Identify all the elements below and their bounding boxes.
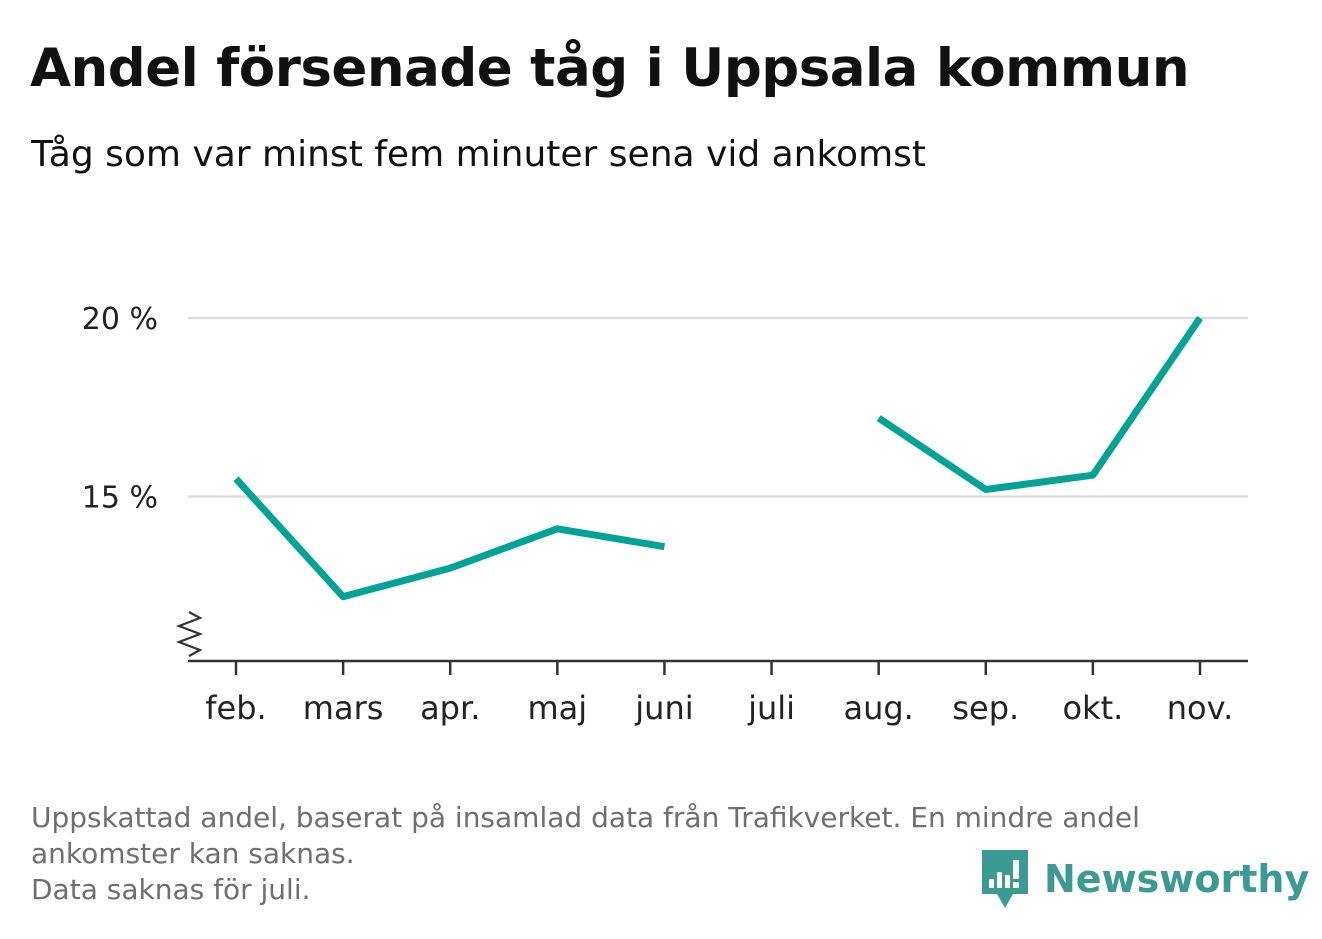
x-tick-label: maj [527, 689, 587, 727]
bar-chart-speech-bubble-icon [982, 850, 1028, 908]
footnote: Uppskattad andel, baserat på insamlad da… [31, 800, 1291, 908]
x-tick-label: okt. [1062, 689, 1123, 727]
chart-subtitle: Tåg som var minst fem minuter sena vid a… [31, 134, 927, 175]
y-tick-label: 20 % [82, 302, 158, 337]
gridlines [188, 316, 1248, 498]
footnote-line-3: Data saknas för juli. [31, 873, 311, 906]
y-axis-ticks: 15 % 20 % [82, 302, 158, 516]
y-tick-label: 15 % [82, 481, 158, 516]
x-axis [175, 611, 1248, 663]
footnote-line-2: ankomster kan saknas. [31, 837, 355, 870]
x-tick-label: aug. [843, 689, 913, 727]
newsworthy-logo: Newsworthy [980, 848, 1309, 910]
chart-title: Andel försenade tåg i Uppsala kommun [30, 38, 1190, 99]
x-tick-label: feb. [205, 689, 266, 727]
x-tick-label: sep. [952, 689, 1019, 727]
x-tick-label: mars [303, 689, 384, 727]
x-tick-label: apr. [420, 689, 480, 727]
logo-text: Newsworthy [1044, 857, 1310, 901]
series-lines [233, 316, 1203, 601]
x-axis-ticks: feb. mars apr. maj juni juli aug. sep. okt. nov. [205, 661, 1233, 727]
series-line [876, 316, 1203, 493]
x-tick-label: juni [634, 689, 693, 727]
x-tick-label: juli [747, 689, 795, 727]
axis-break-mark [175, 611, 204, 657]
line-chart: 15 % 20 % feb. mars apr. maj juni juli aug. sep.… [82, 302, 1248, 727]
series-line [233, 476, 666, 601]
x-tick-label: nov. [1167, 689, 1233, 727]
footnote-line-1: Uppskattad andel, baserat på insamlad da… [31, 801, 1140, 834]
